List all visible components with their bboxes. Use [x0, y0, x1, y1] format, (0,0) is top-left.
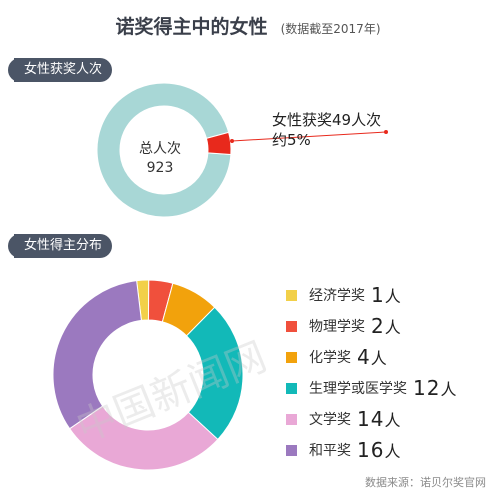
legend-label: 文学奖 [309, 412, 351, 428]
callout-line2: 约5% [272, 131, 311, 149]
legend-label: 经济学奖 [309, 288, 365, 304]
chart-subtitle: (数据截至2017年) [280, 22, 381, 36]
legend-unit: 人 [384, 411, 401, 430]
legend-swatch [286, 320, 297, 332]
legend-label: 化学奖 [309, 350, 351, 366]
legend-swatch [286, 382, 297, 394]
legend-swatch [286, 289, 297, 301]
chart-title-block: 诺奖得主中的女性 (数据截至2017年) [0, 12, 496, 39]
donut1-center-title: 总人次 [139, 141, 181, 157]
legend-swatch [286, 413, 297, 425]
chart-title: 诺奖得主中的女性 [115, 16, 268, 38]
legend-item: 物理学奖 2 人 [286, 313, 456, 339]
callout-dot-start [230, 139, 234, 143]
legend-value: 4 [357, 345, 371, 369]
source-note: 数据来源：诺贝尔奖官网 [365, 476, 486, 489]
donut2-slice-6 [52, 280, 142, 430]
legend-label: 生理学或医学奖 [309, 381, 407, 397]
legend-value: 16 [357, 438, 385, 462]
donut1-center-label: 总人次 923 [120, 140, 200, 178]
donut2-slice-5 [68, 405, 219, 471]
section-label-women-awards: 女性获奖人次 [14, 58, 113, 82]
legend-item: 文学奖 14 人 [286, 406, 456, 432]
legend-value: 1 [371, 283, 385, 307]
legend-value: 12 [413, 376, 441, 400]
legend-label: 和平奖 [309, 443, 351, 459]
donut1-slice-total [96, 82, 232, 218]
legend-item: 化学奖 4 人 [286, 344, 456, 370]
legend-item: 经济学奖 1 人 [286, 282, 456, 308]
donut1-slice-women [205, 131, 232, 156]
legend-swatch [286, 351, 297, 363]
legend-value: 14 [357, 407, 385, 431]
callout-dot-end [384, 130, 388, 134]
legend-item: 和平奖 16 人 [286, 437, 456, 463]
section-label-distribution: 女性得主分布 [14, 234, 113, 258]
legend-unit: 人 [384, 287, 401, 306]
legend-unit: 人 [384, 318, 401, 337]
donut-women-share [96, 82, 232, 218]
legend: 经济学奖 1 人物理学奖 2 人化学奖 4 人生理学或医学奖 12 人文学奖 14 人和平奖 16 人 [286, 282, 456, 468]
donut1-center-value: 923 [146, 160, 174, 176]
callout-text: 女性获奖49人次 约5% [272, 110, 381, 150]
legend-value: 2 [371, 314, 385, 338]
legend-label: 物理学奖 [309, 319, 365, 335]
callout-leader-line [231, 131, 387, 142]
legend-unit: 人 [370, 349, 387, 368]
legend-unit: 人 [440, 380, 457, 399]
legend-unit: 人 [384, 442, 401, 461]
legend-item: 生理学或医学奖 12 人 [286, 375, 456, 401]
legend-swatch [286, 444, 297, 456]
donut-women-distribution [52, 279, 244, 471]
callout-line1: 女性获奖49人次 [272, 111, 382, 129]
